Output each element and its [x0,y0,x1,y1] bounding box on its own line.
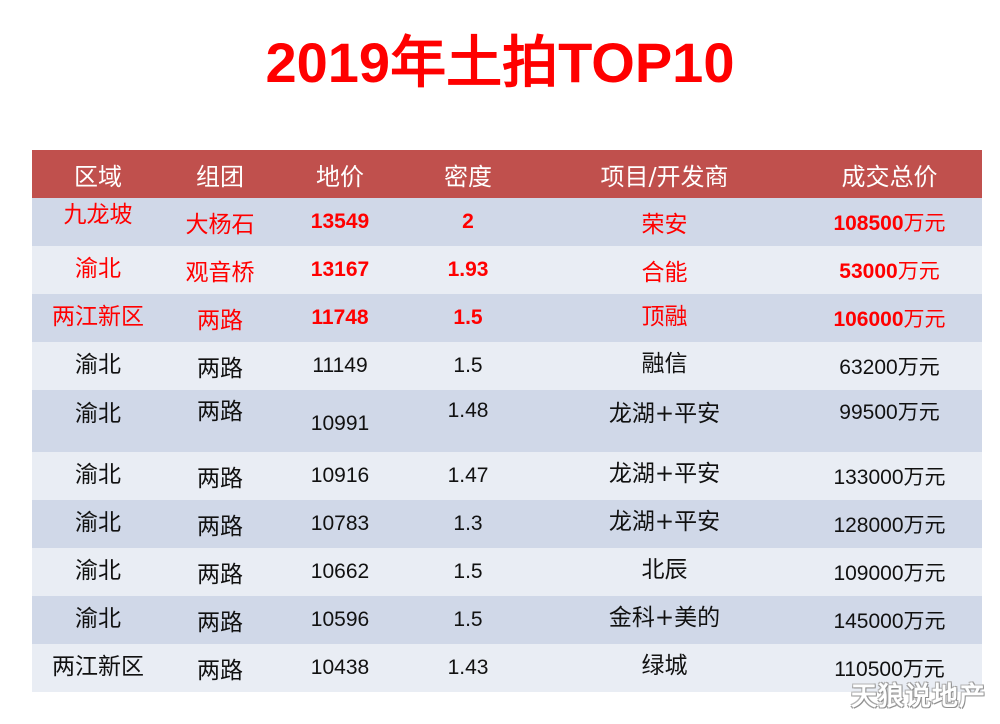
table-row: 渝北 两路 10916 1.47 龙湖+平安 133000万元 [32,452,982,500]
table-row: 渝北 两路 10596 1.5 金科+美的 145000万元 [32,596,982,644]
cell-developer: 龙湖+平安 [532,390,797,452]
cell-developer: 合能 [532,246,797,294]
cell-developer: 绿城 [532,644,797,692]
cell-cluster: 两路 [164,294,276,342]
cell-density: 1.5 [404,596,532,644]
cell-region: 渝北 [32,452,164,500]
table-row: 渝北 两路 11149 1.5 融信 63200万元 [32,342,982,390]
cell-density: 1.47 [404,452,532,500]
header-total-amount: 成交总价 [797,150,982,198]
cell-region: 渝北 [32,246,164,294]
cell-total-amount: 106000万元 [797,294,982,342]
cell-region: 渝北 [32,596,164,644]
cell-cluster: 观音桥 [164,246,276,294]
cell-developer: 龙湖+平安 [532,452,797,500]
cell-density: 1.48 [404,390,532,452]
cell-total-amount: 109000万元 [797,548,982,596]
cell-total-amount: 133000万元 [797,452,982,500]
cell-cluster: 两路 [164,342,276,390]
header-density: 密度 [404,150,532,198]
cell-region: 两江新区 [32,294,164,342]
cell-density: 1.43 [404,644,532,692]
land-auction-table: 区域 组团 地价 密度 项目/开发商 成交总价 九龙坡 大杨石 13549 2 … [32,150,982,692]
cell-developer: 荣安 [532,198,797,246]
table-row: 渝北 两路 10991 1.48 龙湖+平安 99500万元 [32,390,982,452]
cell-region: 渝北 [32,500,164,548]
header-region: 区域 [32,150,164,198]
table-row: 渝北 两路 10783 1.3 龙湖+平安 128000万元 [32,500,982,548]
cell-land-price: 10783 [276,500,404,548]
cell-total-amount: 99500万元 [797,390,982,452]
cell-cluster: 两路 [164,390,276,452]
cell-region: 九龙坡 [32,198,164,246]
table-row: 两江新区 两路 11748 1.5 顶融 106000万元 [32,294,982,342]
cell-region: 渝北 [32,342,164,390]
cell-cluster: 两路 [164,644,276,692]
watermark: 天狼说地产 [850,682,986,712]
cell-region: 渝北 [32,548,164,596]
table-header-row: 区域 组团 地价 密度 项目/开发商 成交总价 [32,150,982,198]
cell-total-amount: 145000万元 [797,596,982,644]
header-cluster: 组团 [164,150,276,198]
cell-density: 1.93 [404,246,532,294]
cell-land-price: 10438 [276,644,404,692]
table-row: 渝北 观音桥 13167 1.93 合能 53000万元 [32,246,982,294]
cell-developer: 顶融 [532,294,797,342]
cell-land-price: 13549 [276,198,404,246]
cell-land-price: 10662 [276,548,404,596]
cell-total-amount: 53000万元 [797,246,982,294]
cell-developer: 金科+美的 [532,596,797,644]
cell-land-price: 11748 [276,294,404,342]
cell-cluster: 两路 [164,596,276,644]
cell-land-price: 13167 [276,246,404,294]
cell-cluster: 两路 [164,500,276,548]
cell-total-amount: 110500万元 [797,644,982,692]
cell-cluster: 大杨石 [164,198,276,246]
cell-density: 1.3 [404,500,532,548]
cell-density: 1.5 [404,294,532,342]
cell-land-price: 10596 [276,596,404,644]
cell-land-price: 11149 [276,342,404,390]
cell-cluster: 两路 [164,452,276,500]
cell-density: 1.5 [404,548,532,596]
cell-density: 1.5 [404,342,532,390]
cell-total-amount: 128000万元 [797,500,982,548]
cell-developer: 龙湖+平安 [532,500,797,548]
cell-total-amount: 108500万元 [797,198,982,246]
table-row: 渝北 两路 10662 1.5 北辰 109000万元 [32,548,982,596]
cell-cluster: 两路 [164,548,276,596]
cell-region: 渝北 [32,390,164,452]
cell-region: 两江新区 [32,644,164,692]
cell-developer: 融信 [532,342,797,390]
table-row: 九龙坡 大杨石 13549 2 荣安 108500万元 [32,198,982,246]
header-developer: 项目/开发商 [532,150,797,198]
cell-density: 2 [404,198,532,246]
cell-land-price: 10991 [276,390,404,452]
cell-land-price: 10916 [276,452,404,500]
header-land-price: 地价 [276,150,404,198]
page-title: 2019年土拍TOP10 [265,31,735,94]
cell-developer: 北辰 [532,548,797,596]
table-row: 两江新区 两路 10438 1.43 绿城 110500万元 [32,644,982,692]
cell-total-amount: 63200万元 [797,342,982,390]
